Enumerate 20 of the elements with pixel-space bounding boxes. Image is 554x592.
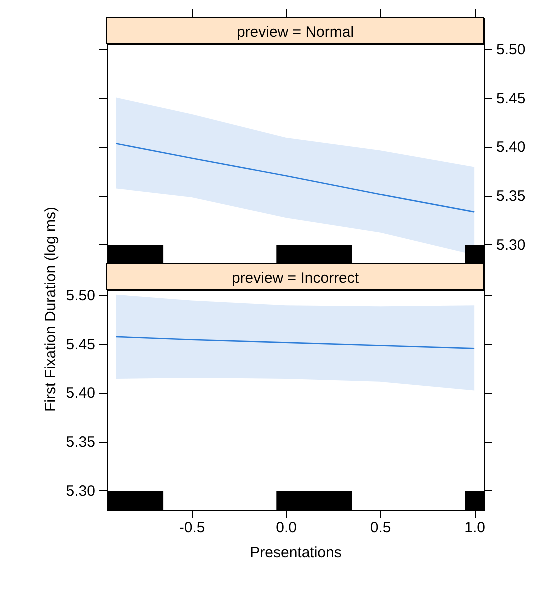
- y-tick-label: 5.35: [66, 434, 96, 452]
- chart-title: preview = Normal: [236, 24, 354, 41]
- x-tick-label: 0.5: [370, 520, 392, 536]
- x-tick-label: 1.0: [464, 520, 486, 536]
- line-series: [116, 336, 476, 350]
- y-tick-label: 5.40: [496, 139, 526, 156]
- x-tick-label: 0.0: [276, 520, 298, 536]
- y-tick-label: 5.45: [66, 336, 96, 354]
- y-tick-label: 5.30: [496, 236, 526, 254]
- line-series: [116, 143, 476, 213]
- y-tick-label: 5.35: [496, 188, 526, 206]
- x-axis-title: Presentations: [250, 544, 342, 562]
- chart-title: preview = Incorrect: [232, 270, 360, 287]
- y-tick-label: 5.40: [66, 385, 96, 402]
- y-axis-title: First Fixation Duration (log ms): [42, 206, 60, 412]
- y-tick-label: 5.30: [66, 482, 96, 500]
- x-tick-label: -0.5: [179, 520, 206, 536]
- y-tick-label: 5.50: [496, 41, 526, 58]
- y-tick-label: 5.45: [496, 90, 526, 108]
- y-tick-label: 5.50: [66, 287, 96, 304]
